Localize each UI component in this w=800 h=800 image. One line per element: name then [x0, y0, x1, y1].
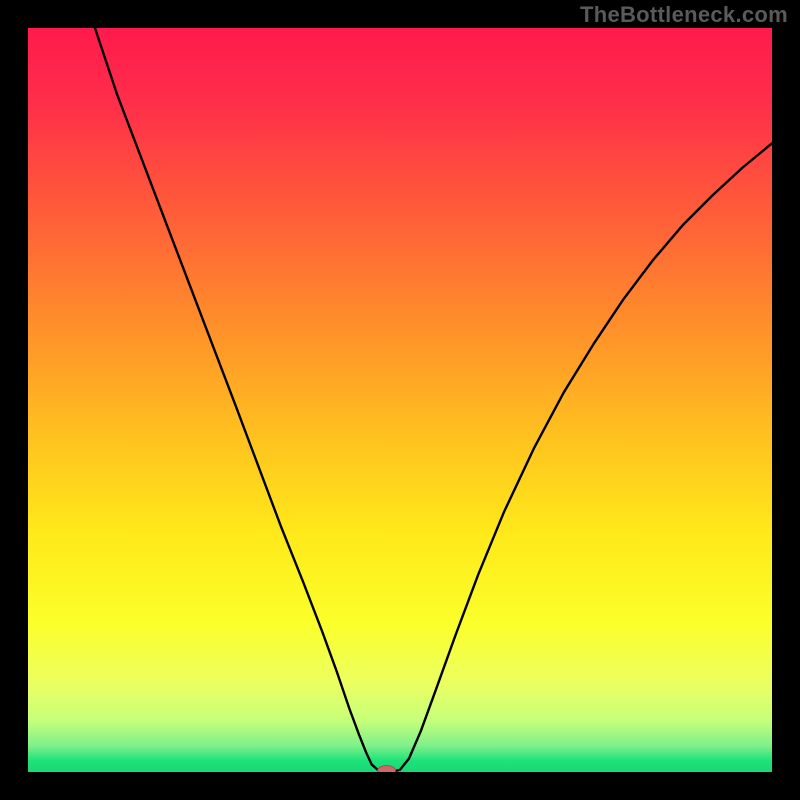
chart-container: TheBottleneck.com — [0, 0, 800, 800]
plot-gradient-background — [28, 28, 772, 772]
watermark-text: TheBottleneck.com — [580, 2, 788, 28]
gradient-v-chart — [0, 0, 800, 800]
plot-area — [28, 28, 772, 776]
